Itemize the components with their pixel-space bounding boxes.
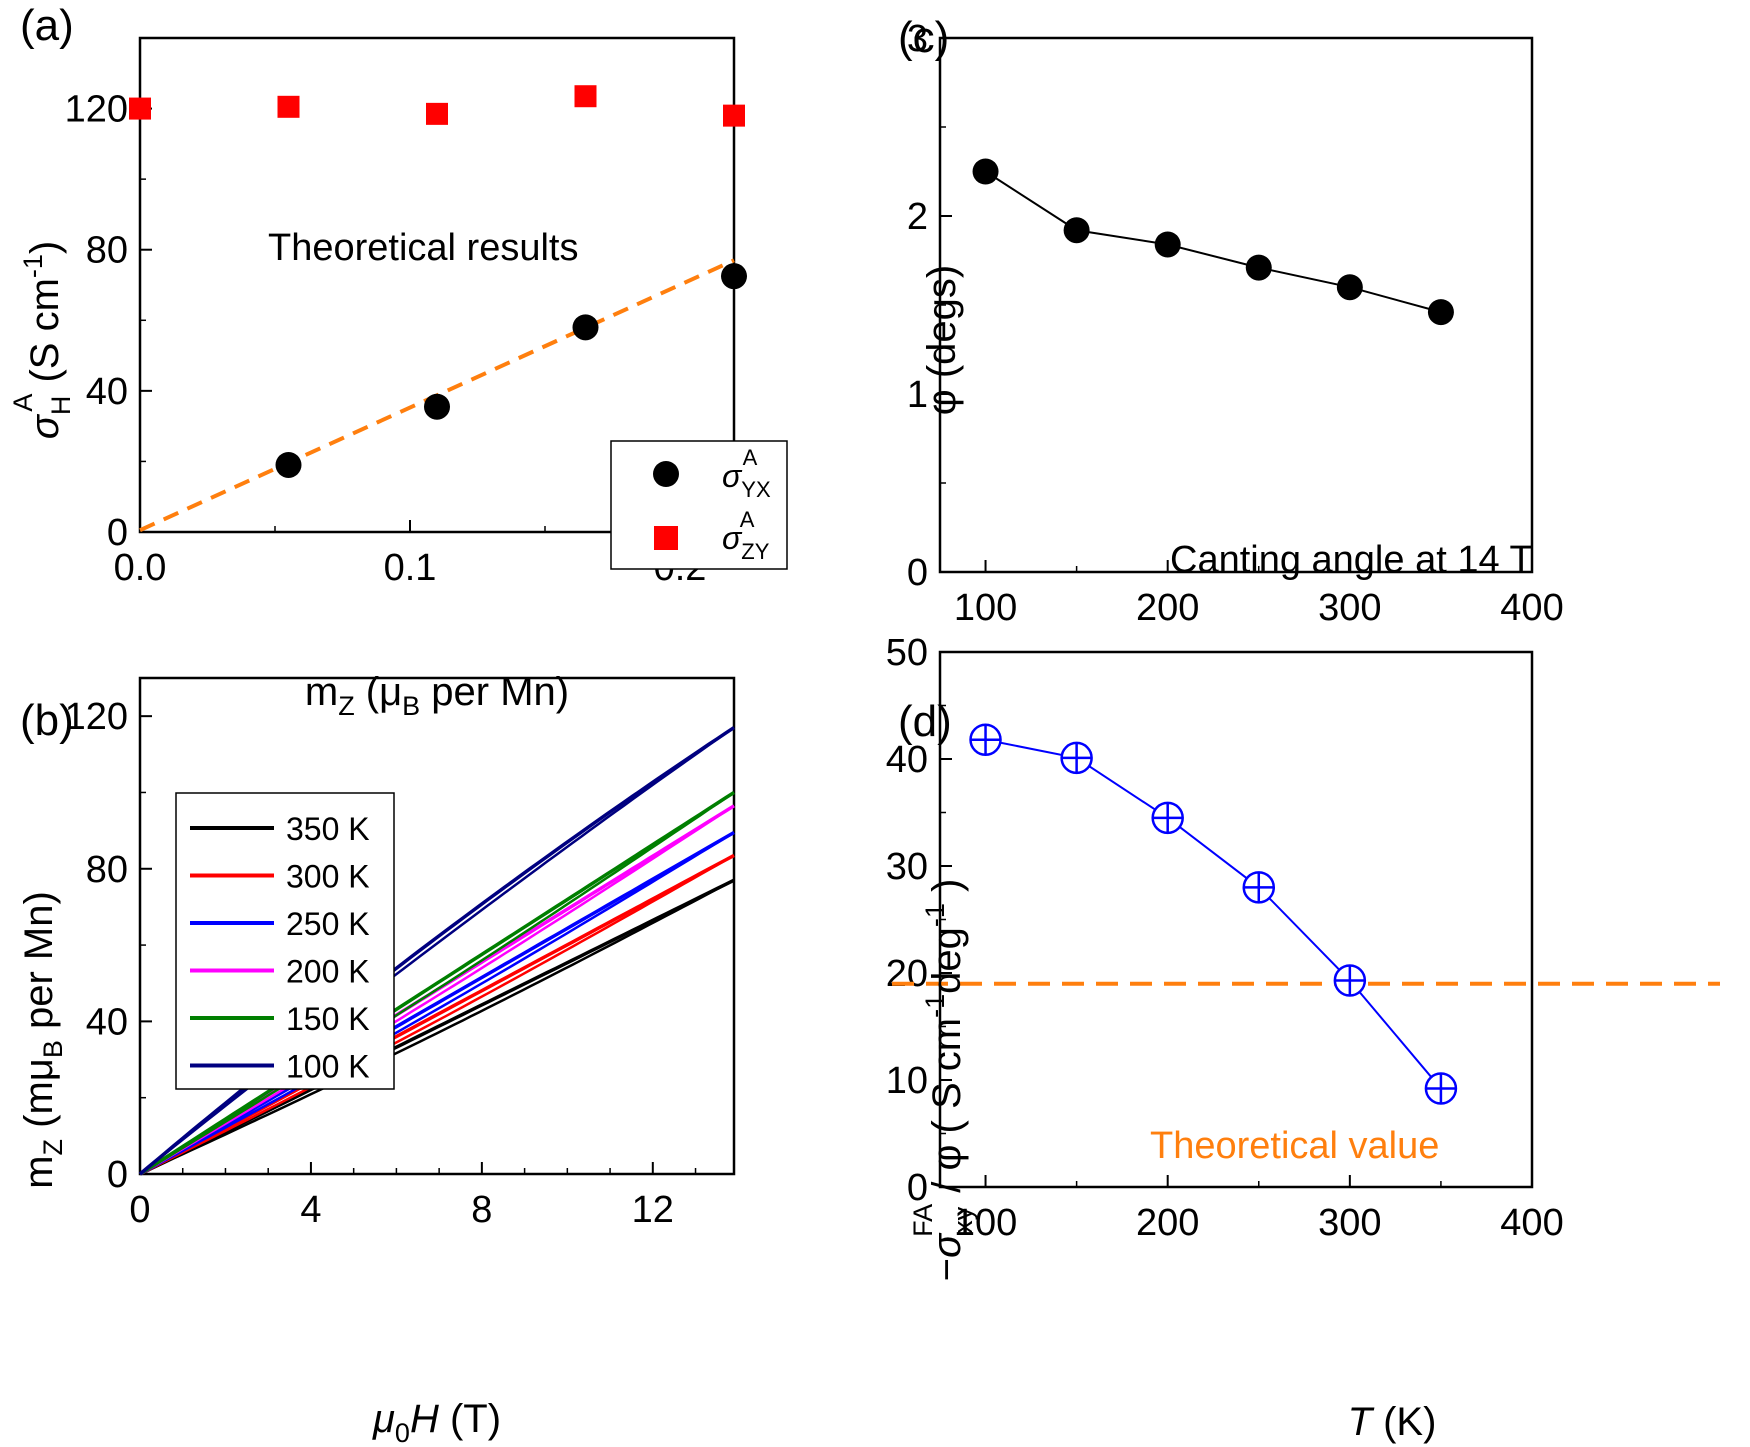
panel-a-yx-point	[721, 263, 747, 290]
panel-b-legend: 350 K 300 K 250 K 200 K 150 K 100 K	[175, 792, 395, 1090]
panel-a-legend-box	[610, 440, 788, 570]
panel-a-legend-marker-yx	[653, 461, 679, 487]
panel-d-y-tick-label: 50	[886, 632, 928, 674]
panel-d-y-tick-label: 20	[886, 953, 928, 995]
panel-d-point	[1151, 801, 1184, 835]
panel-b-curve-branch	[139, 879, 735, 1176]
panel-d-point	[1424, 1072, 1458, 1105]
panel-c-plot: 100 200 300 400 0 1 2 3	[907, 18, 1564, 629]
panel-a-legend: σYXA σZYA	[610, 440, 788, 570]
panel-c-point	[1063, 217, 1090, 244]
panel-c-point	[1427, 299, 1454, 326]
panel-c-y-axis-title: φ (degs)	[920, 265, 964, 415]
panel-d-frame	[938, 650, 1534, 1189]
panel-a-annotation: Theoretical results	[268, 227, 578, 269]
panel-b-legend-rows: 350 K 300 K 250 K 200 K 150 K 100 K	[190, 811, 370, 1085]
panel-d-plot: 100 200 300 400 0 10 20 30 40 50	[886, 632, 1720, 1244]
panel-d-line	[985, 738, 1442, 1090]
panel-c-line	[984, 170, 1442, 314]
panel-a-yx-point	[572, 314, 599, 341]
panel-a-zy-point	[426, 102, 448, 125]
panel-b-frame	[138, 676, 736, 1176]
panel-b-x-tick-label: 0	[129, 1189, 150, 1231]
panel-b-legend-label: 200 K	[286, 954, 370, 990]
panel-b-legend-label: 350 K	[286, 811, 370, 847]
panel-d-point	[1333, 964, 1367, 997]
panel-a-x-tick-label: 0.0	[114, 547, 167, 589]
panel-c-x-tick-label: 300	[1318, 587, 1381, 629]
panel-c-point	[1245, 254, 1272, 281]
panel-d-y-tick-label: 0	[907, 1167, 928, 1209]
panel-a-y-tick-label: 80	[86, 230, 128, 272]
panel-c-annotation: Canting angle at 14 T	[1170, 539, 1533, 581]
panel-b-y-tick-label: 0	[107, 1154, 128, 1196]
panel-b-curve-branch	[139, 804, 735, 1176]
panel-d-point	[1242, 871, 1276, 904]
panel-c-y-tick-label: 0	[907, 552, 928, 594]
panel-c-x-tick-label: 400	[1500, 587, 1563, 629]
panel-a-y-axis-title: σHA (S cm-1)	[8, 241, 76, 440]
panel-b-x-tick-label: 12	[632, 1189, 674, 1231]
panel-a-legend-marker-zy	[654, 526, 678, 550]
panel-a-y-tick-label: 120	[65, 89, 128, 131]
panel-c-y-tick-label: 1	[907, 374, 928, 416]
panel-d-y-tick-label: 10	[886, 1060, 928, 1102]
panel-b-curve	[138, 726, 735, 1176]
panel-b-legend-label: 100 K	[286, 1049, 370, 1085]
panel-a-y-tick-label: 40	[86, 371, 128, 413]
panel-b-y-tick-label: 80	[86, 849, 128, 891]
panel-a-legend-label-yx: σYXA	[722, 445, 771, 502]
panel-d-point	[969, 723, 1002, 756]
panel-b-x-axis-title: μ0H (T)	[372, 1397, 501, 1447]
panel-a-label: (a)	[20, 1, 74, 50]
panel-d-annotation: Theoretical value	[1150, 1125, 1439, 1167]
panel-a-yx-point	[275, 451, 302, 478]
panel-a-y-tick-label: 0	[107, 512, 128, 554]
panel-d-y-tick-label: 30	[886, 846, 928, 888]
panel-b-curve-branch	[139, 791, 735, 1176]
panel-b-y-axis-title: mZ (mμB per Mn)	[17, 891, 68, 1189]
panel-b-curve	[139, 791, 735, 1176]
panel-d-x-tick-label: 200	[1136, 1202, 1199, 1244]
panel-a-yx-point	[424, 393, 450, 420]
panel-b-curve-branch	[139, 854, 735, 1176]
panel-a-zy-point	[574, 85, 597, 108]
panel-d-y-tick-label: 40	[886, 739, 928, 781]
panel-b-x-tick-label: 4	[300, 1189, 321, 1231]
panel-b-legend-label: 300 K	[286, 859, 370, 895]
panel-c-y-tick-label: 3	[907, 18, 928, 60]
panel-c-x-tick-label: 100	[954, 587, 1017, 629]
panel-d-x-tick-label: 300	[1318, 1202, 1381, 1244]
panel-b-y-tick-label: 120	[65, 696, 128, 738]
panel-d-x-tick-label: 400	[1500, 1202, 1563, 1244]
panel-b-y-tick-label: 40	[86, 1001, 128, 1043]
panel-a-zy-point	[723, 104, 745, 127]
panel-b-curve-branch	[139, 831, 735, 1176]
panel-c-point	[1154, 231, 1181, 258]
panel-b-legend-box	[175, 792, 395, 1090]
panel-c-point	[1336, 274, 1363, 301]
panel-c-x-tick-label: 200	[1136, 587, 1199, 629]
panel-a-x-tick-label: 0.1	[384, 547, 437, 589]
panel-a-zy-point	[129, 97, 151, 120]
panel-b-legend-label: 150 K	[286, 1001, 370, 1037]
panel-c-point	[972, 158, 999, 185]
panel-b-label: (b)	[20, 696, 74, 745]
panel-a-legend-label-zy: σZYA	[722, 507, 770, 564]
panel-b-legend-label: 250 K	[286, 906, 370, 942]
panel-d-point	[1060, 741, 1093, 775]
panel-b-curve-branch	[139, 726, 735, 1175]
panel-b-x-tick-label: 8	[471, 1189, 492, 1231]
panel-d-x-axis-title: T (K)	[1348, 1400, 1437, 1444]
panel-d-x-tick-label: 100	[954, 1202, 1017, 1244]
panel-c-y-tick-label: 2	[907, 196, 928, 238]
panel-a-zy-point	[277, 95, 300, 118]
